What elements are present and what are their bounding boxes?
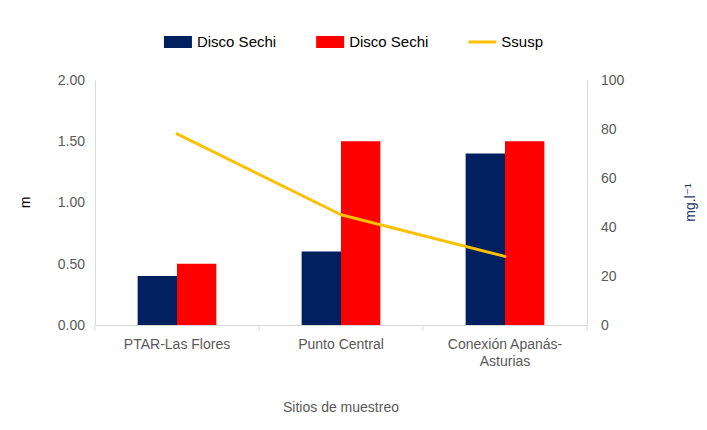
legend: Disco Sechi Disco Sechi Ssusp [164, 33, 543, 50]
y2-tick: 100 [587, 72, 625, 88]
y2-tick: 20 [587, 268, 617, 284]
x-tick: Conexión Apanás-Asturias [448, 325, 563, 369]
y2-tick: 40 [587, 219, 617, 235]
x-tick-label: Conexión Apanás-Asturias [448, 336, 563, 369]
y-axis: 0.00 0.50 1.00 1.50 2.00 [58, 72, 96, 333]
y2-axis-title: mg.l⁻¹ [682, 183, 698, 222]
y2-tick: 80 [587, 121, 617, 137]
y2-axis-line [587, 81, 588, 326]
y-tick-label: 1.00 [58, 194, 85, 210]
bar-series [138, 154, 505, 326]
bar [341, 141, 380, 325]
y-axis-line [95, 81, 96, 326]
legend-item: Disco Sechi [164, 33, 276, 50]
x-axis-line [96, 325, 588, 326]
y2-tick-label: 60 [601, 170, 617, 186]
x-axis-title: Sitios de muestreo [283, 399, 399, 415]
y-tick: 0.00 [58, 317, 95, 333]
legend-swatch [468, 41, 496, 44]
y2-tick-label: 20 [601, 268, 617, 284]
y-tick: 0.50 [58, 256, 95, 272]
bar [138, 276, 177, 325]
y-tick-label: 0.00 [58, 317, 85, 333]
y2-tick-label: 40 [601, 219, 617, 235]
marks [138, 134, 545, 325]
bar-series [177, 141, 544, 325]
x-axis: PTAR-Las Flores Punto Central Conexión Apa… [96, 325, 588, 369]
legend-swatch [316, 36, 344, 48]
y2-tick-label: 0 [601, 317, 609, 333]
y-tick-label: 0.50 [58, 256, 85, 272]
bar [505, 141, 544, 325]
legend-item: Disco Sechi [316, 33, 428, 50]
x-boundary-tick [587, 325, 588, 331]
x-tick: Punto Central [298, 325, 384, 352]
y-tick: 2.00 [58, 72, 95, 88]
y-tick-label: 1.50 [58, 133, 85, 149]
x-tick-label: PTAR-Las Flores [124, 336, 230, 352]
plot: 0.00 0.50 1.00 1.50 2.00 0 20 40 60 80 100 PTAR-Las… [58, 72, 625, 369]
y2-tick: 60 [587, 170, 617, 186]
legend-label: Disco Sechi [349, 33, 428, 50]
y-tick: 1.50 [58, 133, 95, 149]
bar [177, 264, 216, 325]
y-tick: 1.00 [58, 194, 95, 210]
bar [466, 154, 505, 326]
x-boundary-tick [423, 325, 424, 331]
y-axis-title: m [17, 197, 33, 209]
x-tick-label: Punto Central [298, 336, 384, 352]
y-tick-label: 2.00 [58, 72, 85, 88]
y2-tick-label: 100 [601, 72, 625, 88]
chart: 0.00 0.50 1.00 1.50 2.00 0 20 40 60 80 100 PTAR-Las… [0, 0, 707, 430]
y2-tick: 0 [587, 317, 609, 333]
x-boundary-tick [259, 325, 260, 331]
legend-swatch [164, 36, 192, 48]
x-boundary-tick [95, 325, 96, 331]
y2-tick-label: 80 [601, 121, 617, 137]
legend-label: Disco Sechi [197, 33, 276, 50]
x-boundary-ticks [95, 325, 587, 331]
y2-axis: 0 20 40 60 80 100 [587, 72, 625, 333]
line [177, 134, 505, 257]
legend-label: Ssusp [501, 33, 543, 50]
legend-item: Ssusp [468, 33, 543, 50]
x-tick: PTAR-Las Flores [124, 325, 230, 352]
bar [302, 252, 341, 326]
